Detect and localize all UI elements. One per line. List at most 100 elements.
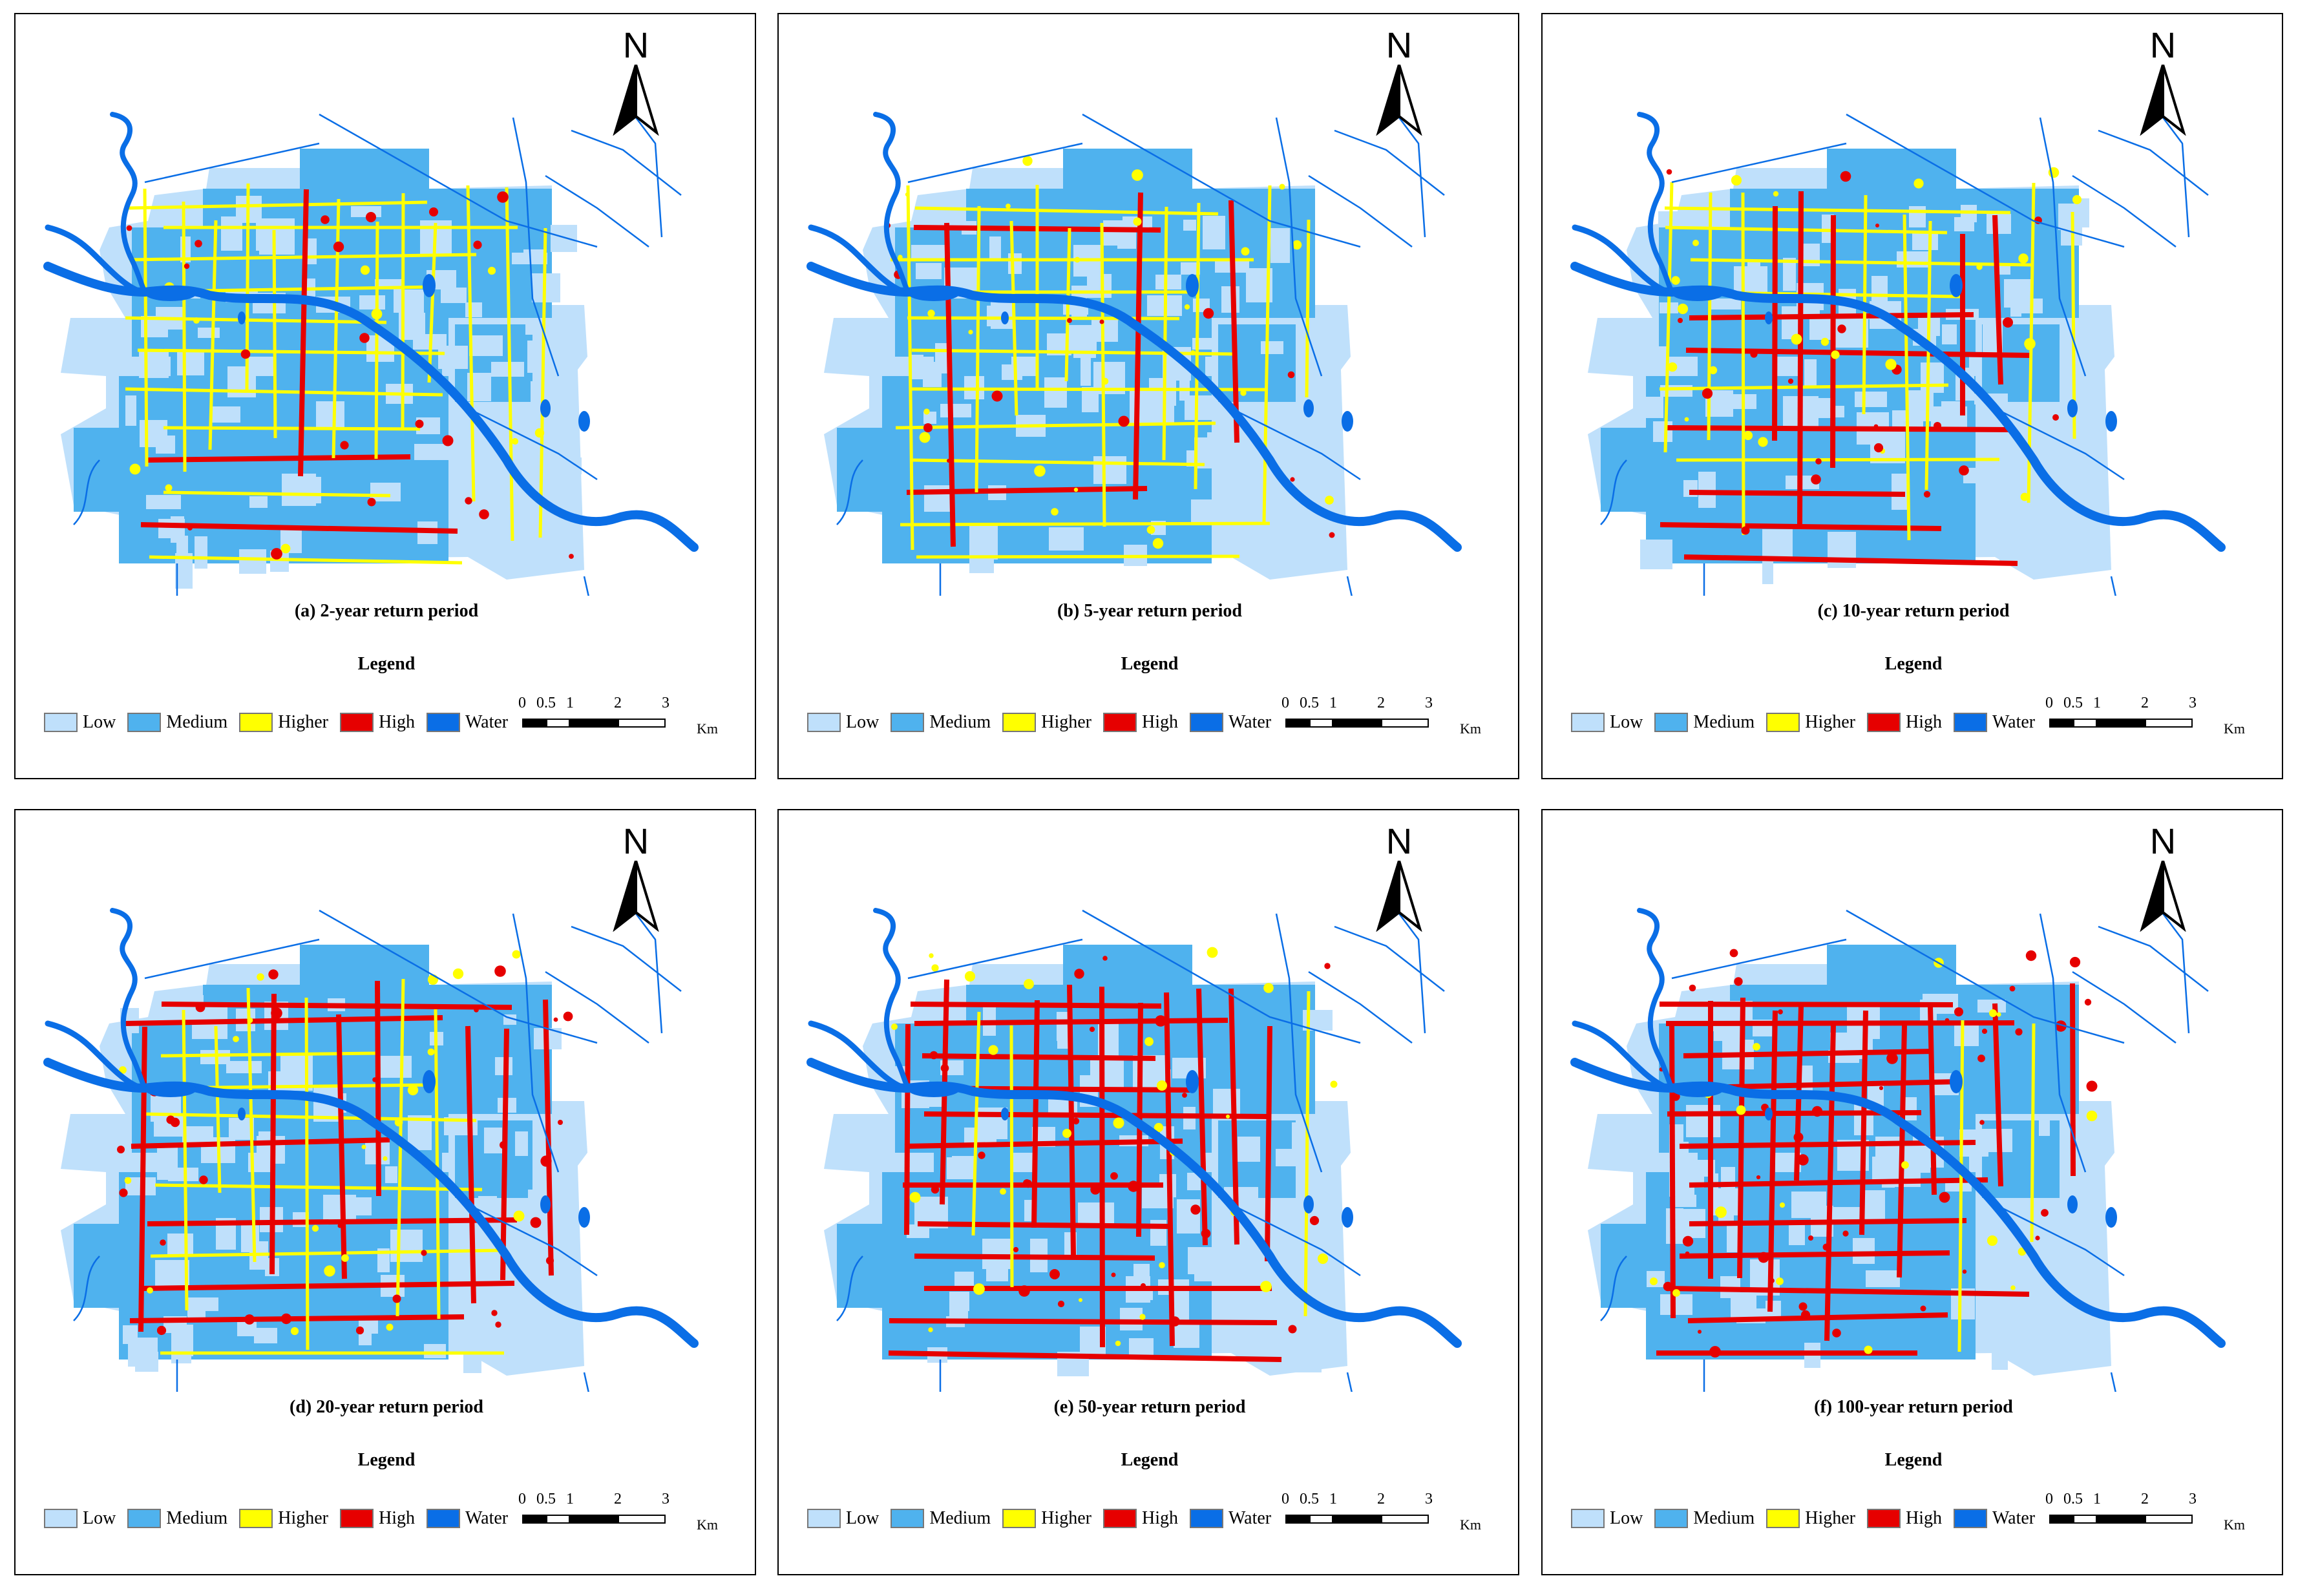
high-risk-road	[125, 1015, 443, 1026]
scale-tick-label: 0.5	[1300, 695, 1319, 711]
low-risk-patch	[1791, 1192, 1826, 1218]
canal	[907, 142, 1083, 184]
canal	[545, 174, 649, 247]
low-risk-patch	[1853, 1238, 1875, 1264]
high-risk-road	[1683, 554, 2018, 566]
low-risk-patch	[1149, 378, 1176, 406]
scale-tick-label: 3	[1425, 695, 1433, 711]
low-risk-patch	[1921, 362, 1944, 393]
higher-risk-spot	[1791, 333, 1802, 345]
higher-risk-spot	[1074, 257, 1080, 263]
scale-unit-label: Km	[697, 1517, 718, 1533]
high-risk-road	[1031, 1000, 1040, 1228]
high-risk-road	[889, 1318, 1278, 1325]
river-branch	[1572, 224, 1669, 294]
higher-risk-road	[466, 185, 476, 502]
scale-segment	[570, 1515, 618, 1524]
low-risk-patch	[1214, 463, 1247, 478]
low-risk-patch	[211, 406, 240, 423]
low-risk-patch	[1300, 1331, 1312, 1350]
legend-label: High	[1905, 1508, 1942, 1528]
high-risk-spot	[271, 1007, 282, 1019]
high-risk-spot	[1873, 443, 1884, 453]
high-risk-spot	[1808, 1235, 1813, 1241]
higher-risk-road	[1957, 1020, 1965, 1352]
high-risk-road	[1797, 191, 1804, 526]
high-risk-spot	[494, 965, 506, 977]
canal	[319, 113, 598, 248]
higher-risk-spot	[371, 308, 383, 320]
higher-risk-spot	[2072, 194, 2082, 205]
high-risk-spot	[479, 509, 489, 520]
higher-risk-road	[906, 185, 914, 551]
low-risk-patch	[424, 1344, 446, 1358]
scale-segment	[618, 719, 666, 728]
low-risk-patch	[1090, 1057, 1124, 1087]
high-risk-spot	[530, 1217, 542, 1228]
north-arrow-icon	[613, 64, 659, 136]
north-arrow: N	[2127, 26, 2198, 139]
low-risk-patch	[1292, 535, 1323, 551]
canal	[1671, 142, 1847, 184]
scale-tick-label: 1	[566, 695, 574, 711]
higher-risk-spot	[1885, 359, 1897, 370]
canal	[2110, 1372, 2116, 1392]
canal	[1398, 913, 1426, 1034]
high-risk-spot	[474, 1007, 479, 1013]
higher-risk-spot	[1226, 1115, 1230, 1118]
low-risk-patch	[1866, 1270, 1900, 1287]
scale-segment	[2097, 719, 2145, 728]
high-risk-spot	[1793, 1132, 1804, 1142]
higher-risk-road	[1676, 457, 2000, 462]
map-panel-c: N (c) 10-year return period Legend Low Me…	[1541, 13, 2283, 779]
legend: Low Medium Higher High Water	[1571, 712, 2047, 733]
low-risk-patch	[1057, 1012, 1068, 1041]
pond	[1186, 274, 1199, 297]
scale-tick-label: 2	[614, 1491, 622, 1507]
scale-bar: 0 0.5 1 2 3 Km	[1281, 1491, 1481, 1542]
low-risk-patch	[2016, 299, 2043, 313]
high-risk-road	[140, 522, 458, 534]
river-branch	[1572, 1020, 1669, 1090]
scale-tick-label: 0.5	[2063, 1491, 2083, 1507]
legend-item-high: High	[1866, 712, 1942, 733]
high-risk-spot	[2025, 950, 2037, 961]
high-risk-spot	[1102, 956, 1108, 961]
higher-risk-road	[1924, 220, 1932, 490]
low-risk-patch	[465, 302, 482, 317]
legend-swatch	[1953, 713, 1987, 732]
low-risk-patch	[1155, 275, 1181, 289]
north-label: N	[1386, 821, 1413, 861]
higher-risk-spot	[1184, 304, 1190, 310]
high-risk-spot	[392, 1294, 401, 1303]
canal	[583, 1372, 589, 1392]
canal	[1275, 913, 1323, 1173]
high-risk-road	[1897, 1025, 1907, 1278]
low-risk-patch	[195, 536, 207, 569]
high-risk-spot	[1013, 1246, 1019, 1253]
high-risk-spot	[366, 212, 376, 222]
legend-item-high: High	[1102, 712, 1178, 733]
low-risk-patch	[1221, 286, 1239, 313]
high-risk-spot	[1698, 1330, 1702, 1334]
medium-risk-zone	[1995, 1030, 2079, 1101]
north-label: N	[622, 821, 649, 861]
low-risk-patch	[187, 1297, 206, 1318]
high-risk-spot	[1170, 1316, 1180, 1327]
high-risk-road	[904, 1024, 911, 1235]
legend: Low Medium Higher High Water	[807, 712, 1283, 733]
legend-swatch	[1953, 1509, 1987, 1528]
higher-risk-road	[1305, 219, 1311, 398]
higher-risk-spot	[905, 192, 910, 197]
flood-risk-map	[1570, 112, 2226, 596]
canal	[907, 938, 1083, 980]
lake	[1672, 1082, 1723, 1097]
higher-risk-spot	[1330, 1080, 1338, 1088]
north-arrow: N	[600, 822, 671, 935]
legend-item-higher: Higher	[239, 712, 328, 733]
legend-item-medium: Medium	[127, 712, 227, 733]
canal	[2098, 129, 2209, 196]
scale-segment	[522, 719, 546, 728]
scale-unit-label: Km	[1460, 1517, 1481, 1533]
high-risk-spot	[1128, 1181, 1139, 1192]
